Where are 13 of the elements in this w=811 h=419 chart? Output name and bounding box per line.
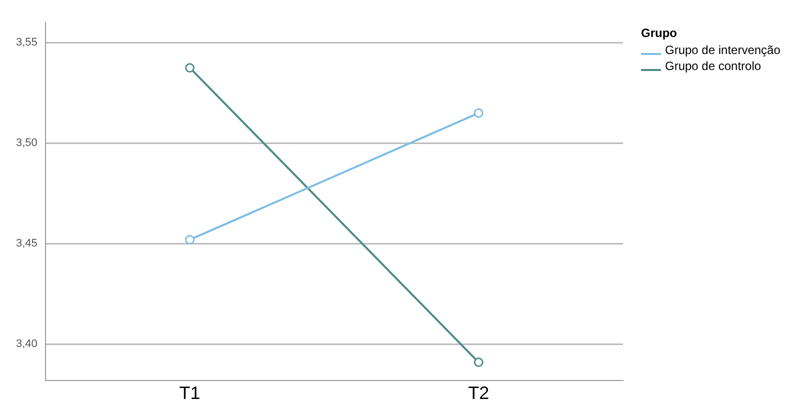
point [185,63,195,73]
point [474,358,484,368]
y-tick-label: 3,50 [16,137,38,150]
y-tick-label: 3,40 [16,338,38,350]
x-tick-label: T2 [468,383,490,404]
point [474,108,484,118]
legend-title: Grupo [641,26,678,40]
legend-label: Grupo de controlo [665,59,762,73]
point [185,234,195,244]
legend-label: Grupo de intervenção [665,43,780,57]
y-tick-label: 3,55 [16,36,38,49]
y-tick-label: 3,45 [16,238,38,250]
x-tick-label: T1 [179,383,200,404]
